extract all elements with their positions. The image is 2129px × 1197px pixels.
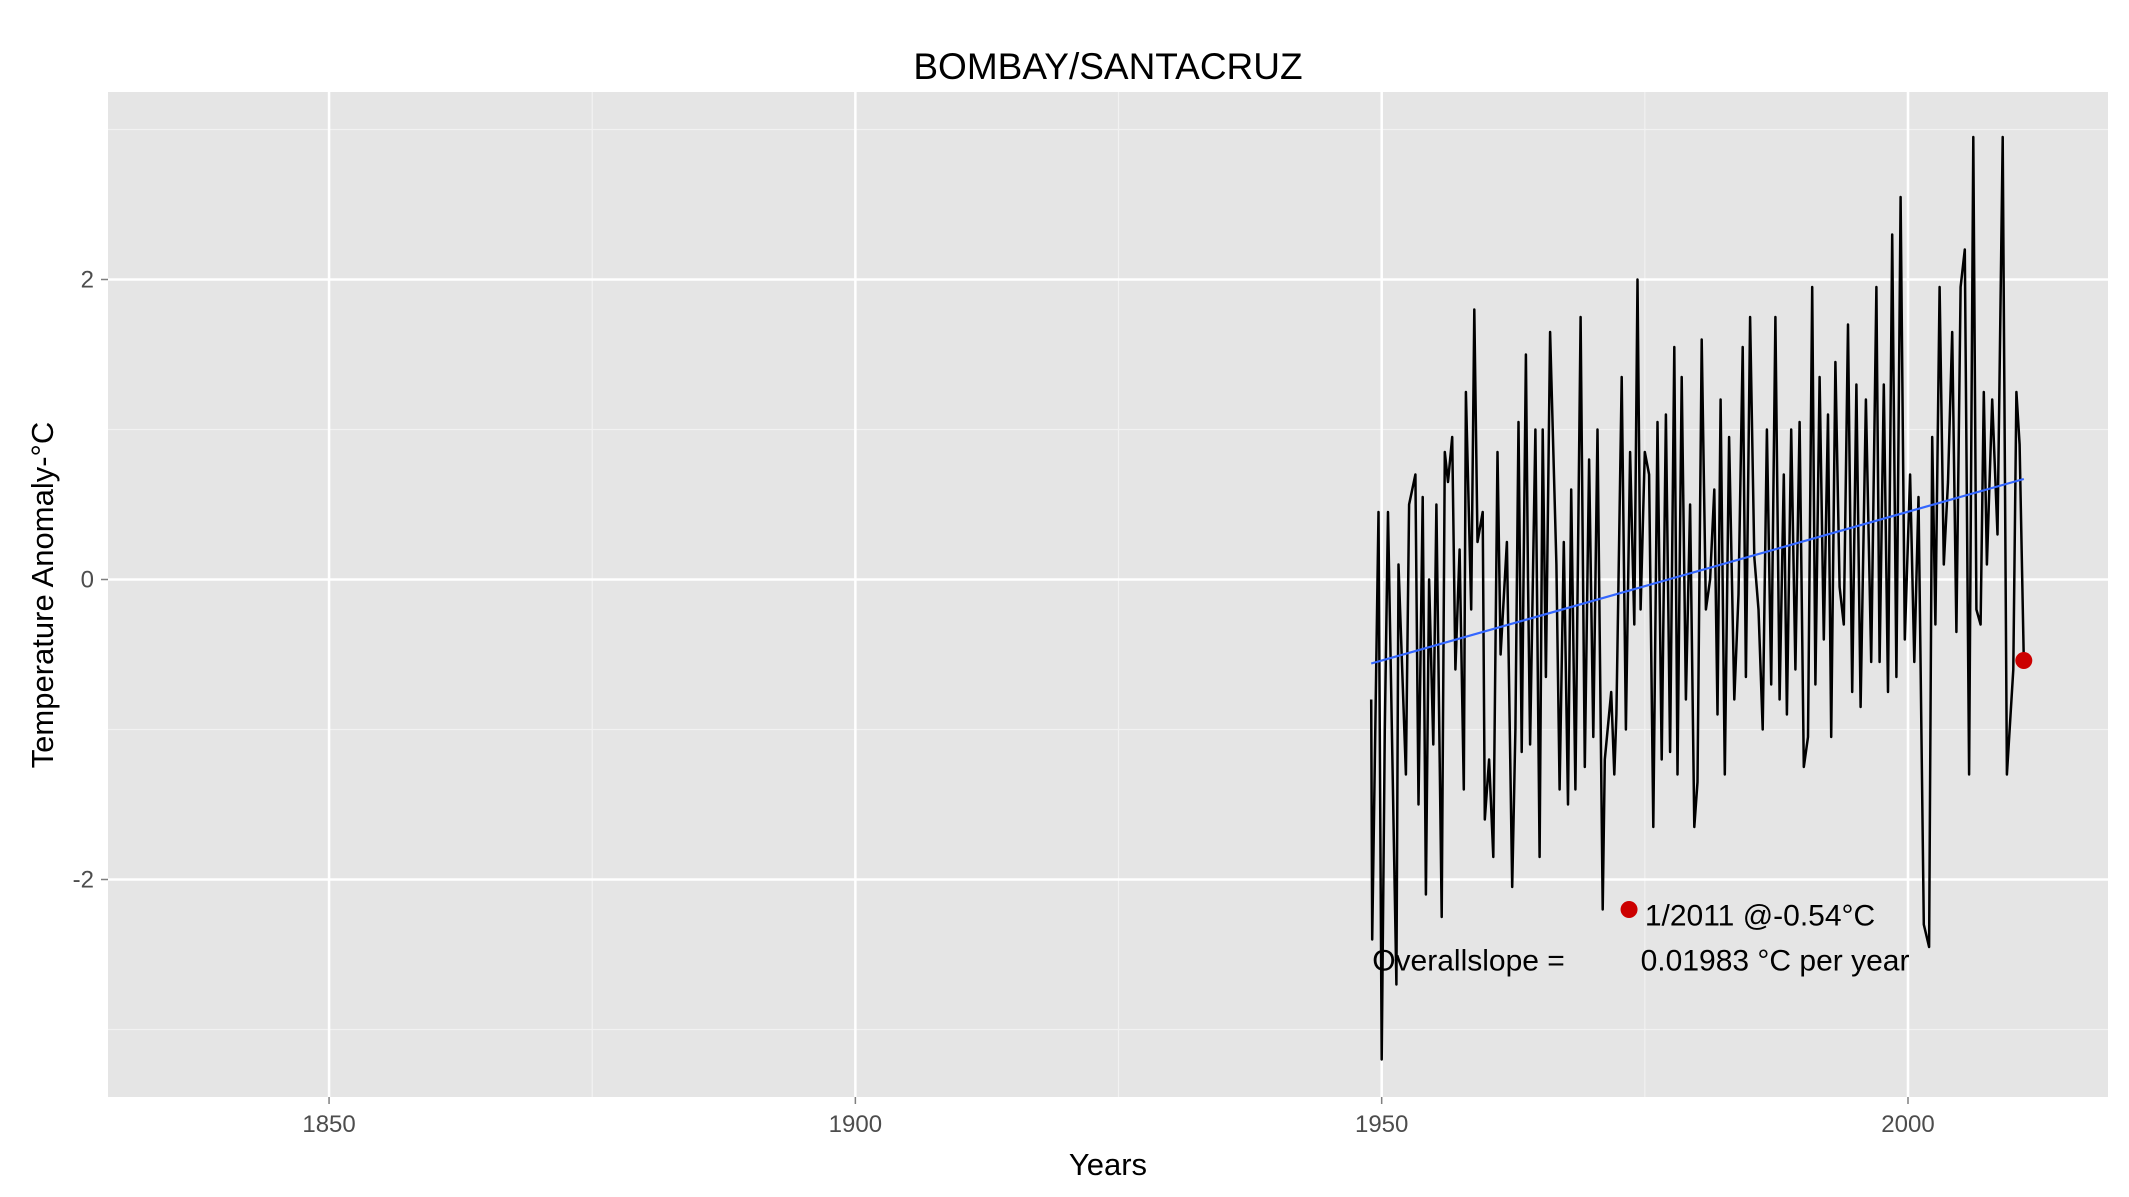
x-tick-label: 1900 xyxy=(829,1111,882,1138)
anomaly-series-line xyxy=(1369,135,2026,1061)
x-tick-label: 2000 xyxy=(1881,1111,1934,1138)
highlight-point xyxy=(2015,652,2033,669)
x-tick-label: 1850 xyxy=(302,1111,355,1138)
y-tick-label: -2 xyxy=(73,867,94,894)
chart-title: BOMBAY/SANTACRUZ xyxy=(913,46,1302,87)
series-layer xyxy=(1369,135,2026,1061)
y-axis-title: Temperature Anomaly-°C xyxy=(25,422,60,769)
x-tick-labels: 1850 1900 1950 2000 xyxy=(302,1111,1934,1138)
annotation-label: 1/2011 @-0.54°C xyxy=(1645,900,1875,933)
plot-panel xyxy=(108,92,2108,1097)
annotation-label: 0.01983 °C per year xyxy=(1641,945,1910,978)
axis-ticks xyxy=(101,278,1909,1104)
highlight-point xyxy=(1620,901,1638,918)
y-tick-label: 0 xyxy=(81,567,94,594)
annotations: 1/2011 @-0.54°C Overallslope = 0.01983 °C … xyxy=(1372,900,1909,978)
y-tick-labels: -2 0 2 xyxy=(73,267,94,894)
highlight-points xyxy=(1620,652,2033,918)
trend-line xyxy=(1370,477,2025,665)
x-tick-label: 1950 xyxy=(1355,1111,1408,1138)
annotation-label: Overallslope = xyxy=(1372,945,1565,978)
x-axis-title: Years xyxy=(1069,1147,1147,1182)
y-tick-label: 2 xyxy=(81,267,94,294)
